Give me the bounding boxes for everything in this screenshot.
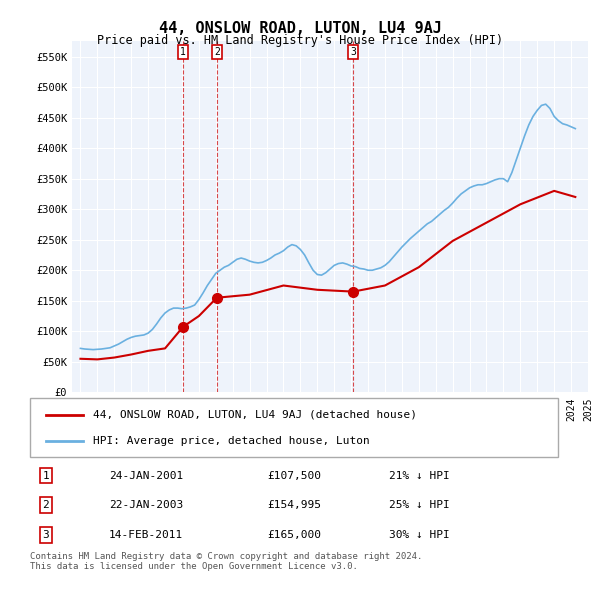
Text: Contains HM Land Registry data © Crown copyright and database right 2024.
This d: Contains HM Land Registry data © Crown c… <box>30 552 422 571</box>
Text: 3: 3 <box>43 530 49 540</box>
Text: 3: 3 <box>350 47 356 57</box>
Text: 14-FEB-2011: 14-FEB-2011 <box>109 530 184 540</box>
Text: 24-JAN-2001: 24-JAN-2001 <box>109 471 184 480</box>
Text: 2: 2 <box>43 500 49 510</box>
Text: HPI: Average price, detached house, Luton: HPI: Average price, detached house, Luto… <box>94 436 370 445</box>
Text: 44, ONSLOW ROAD, LUTON, LU4 9AJ (detached house): 44, ONSLOW ROAD, LUTON, LU4 9AJ (detache… <box>94 410 418 419</box>
Text: 25% ↓ HPI: 25% ↓ HPI <box>389 500 450 510</box>
Text: 44, ONSLOW ROAD, LUTON, LU4 9AJ: 44, ONSLOW ROAD, LUTON, LU4 9AJ <box>158 21 442 35</box>
Text: Price paid vs. HM Land Registry's House Price Index (HPI): Price paid vs. HM Land Registry's House … <box>97 34 503 47</box>
Text: £107,500: £107,500 <box>268 471 322 480</box>
Text: £154,995: £154,995 <box>268 500 322 510</box>
Text: £165,000: £165,000 <box>268 530 322 540</box>
Text: 1: 1 <box>180 47 186 57</box>
Text: 2: 2 <box>214 47 220 57</box>
Text: 1: 1 <box>43 471 49 480</box>
Text: 21% ↓ HPI: 21% ↓ HPI <box>389 471 450 480</box>
FancyBboxPatch shape <box>30 398 558 457</box>
Text: 22-JAN-2003: 22-JAN-2003 <box>109 500 184 510</box>
Text: 30% ↓ HPI: 30% ↓ HPI <box>389 530 450 540</box>
